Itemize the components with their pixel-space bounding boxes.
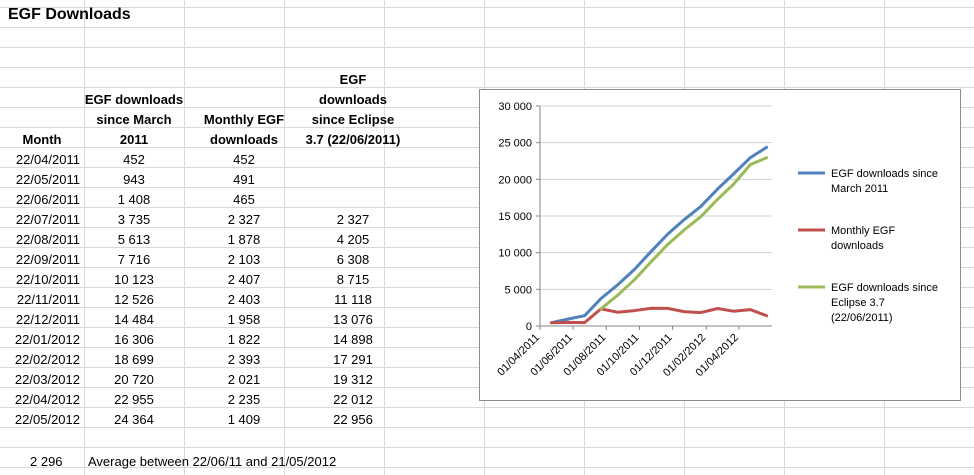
table-row: 22/05/2011 943 491 <box>0 170 402 190</box>
cell-since-eclipse[interactable] <box>304 150 402 170</box>
y-tick-label: 25 000 <box>498 138 532 150</box>
cell-monthly[interactable]: 491 <box>233 172 255 187</box>
cell-month[interactable]: 22/01/2012 <box>14 332 80 347</box>
header-row: Month EGF downloads since March 2011 Mon… <box>0 70 402 150</box>
cell-since-march[interactable]: 5 613 <box>117 232 151 247</box>
table-row: 22/09/2011 7 716 2 103 6 308 <box>0 250 402 270</box>
cell-month[interactable]: 22/10/2011 <box>15 272 80 287</box>
cell-monthly[interactable]: 2 235 <box>227 392 261 407</box>
table-row: 22/01/2012 16 306 1 822 14 898 <box>0 330 402 350</box>
cell-monthly[interactable]: 452 <box>233 152 255 167</box>
cell-since-eclipse[interactable]: 22 956 <box>333 412 373 427</box>
cell-monthly[interactable]: 1 822 <box>227 332 261 347</box>
cell-since-eclipse[interactable] <box>304 190 402 210</box>
y-tick-label: 15 000 <box>498 211 532 223</box>
y-tick-label: 30 000 <box>498 101 532 113</box>
header-since-eclipse[interactable]: EGF downloads since Eclipse 3.7 (22/06/2… <box>305 72 401 147</box>
cell-since-eclipse[interactable]: 14 898 <box>333 332 373 347</box>
cell-monthly[interactable]: 2 103 <box>227 252 261 267</box>
cell-since-eclipse[interactable]: 2 327 <box>336 212 370 227</box>
cell-month[interactable]: 22/02/2012 <box>14 352 80 367</box>
table-row: 22/08/2011 5 613 1 878 4 205 <box>0 230 402 250</box>
cell-since-march[interactable]: 16 306 <box>114 332 154 347</box>
cell-monthly[interactable]: 1 409 <box>227 412 261 427</box>
cell-month[interactable]: 22/11/2011 <box>16 292 80 307</box>
legend-entry: EGF downloads since Eclipse 3.7 (22/06/201… <box>831 282 938 324</box>
cell-monthly[interactable]: 2 393 <box>227 352 261 367</box>
table-row: 22/07/2011 3 735 2 327 2 327 <box>0 210 402 230</box>
cell-since-march[interactable]: 14 484 <box>114 312 154 327</box>
cell-since-eclipse[interactable]: 19 312 <box>333 372 373 387</box>
cell-monthly[interactable]: 2 403 <box>227 292 261 307</box>
table-row: 22/11/2011 12 526 2 403 11 118 <box>0 290 402 310</box>
table-body: 22/04/2011 452 452 22/05/2011 943 491 22/06/20… <box>0 150 402 430</box>
cell-monthly[interactable]: 2 021 <box>227 372 261 387</box>
header-monthly[interactable]: Monthly EGF downloads <box>203 112 285 147</box>
y-tick-label: 5 000 <box>504 284 532 296</box>
cell-since-march[interactable]: 943 <box>123 172 145 187</box>
cell-since-march[interactable]: 24 364 <box>114 412 154 427</box>
cell-since-eclipse[interactable] <box>304 170 402 190</box>
cell-monthly[interactable]: 2 407 <box>227 272 261 287</box>
series-line <box>599 156 769 311</box>
cell-since-march[interactable]: 452 <box>123 152 145 167</box>
average-value[interactable]: 2 296 <box>30 454 63 469</box>
sheet-title: EGF Downloads <box>8 6 131 23</box>
cell-since-march[interactable]: 7 716 <box>117 252 151 267</box>
downloads-table: Month EGF downloads since March 2011 Mon… <box>0 70 402 430</box>
legend-entry: EGF downloads since March 2011 <box>831 168 938 195</box>
cell-month[interactable]: 22/12/2011 <box>15 312 80 327</box>
cell-month[interactable]: 22/06/2011 <box>15 192 80 207</box>
cell-since-march[interactable]: 12 526 <box>114 292 154 307</box>
cell-since-march[interactable]: 18 699 <box>114 352 154 367</box>
cell-since-march[interactable]: 10 123 <box>114 272 154 287</box>
y-tick-label: 0 <box>526 321 532 333</box>
header-since-march[interactable]: EGF downloads since March 2011 <box>84 92 184 147</box>
table-row: 22/04/2012 22 955 2 235 22 012 <box>0 390 402 410</box>
table-row: 22/06/2011 1 408 465 <box>0 190 402 210</box>
cell-since-eclipse[interactable]: 4 205 <box>336 232 370 247</box>
cell-since-march[interactable]: 22 955 <box>114 392 154 407</box>
series-line <box>549 145 769 325</box>
cell-monthly[interactable]: 2 327 <box>227 212 261 227</box>
table-row: 22/12/2011 14 484 1 958 13 076 <box>0 310 402 330</box>
cell-since-eclipse[interactable]: 22 012 <box>333 392 373 407</box>
y-tick-label: 20 000 <box>498 174 532 186</box>
table-row: 22/10/2011 10 123 2 407 8 715 <box>0 270 402 290</box>
cell-since-march[interactable]: 3 735 <box>117 212 151 227</box>
table-row: 22/04/2011 452 452 <box>0 150 402 170</box>
cell-since-eclipse[interactable]: 11 118 <box>334 292 372 307</box>
cell-month[interactable]: 22/05/2012 <box>14 412 80 427</box>
cell-monthly[interactable]: 1 958 <box>227 312 261 327</box>
table-row: 22/05/2012 24 364 1 409 22 956 <box>0 410 402 430</box>
legend-entry: Monthly EGF downloads <box>831 225 895 252</box>
average-label[interactable]: Average between 22/06/11 and 21/05/2012 <box>88 454 337 469</box>
cell-since-eclipse[interactable]: 13 076 <box>333 312 373 327</box>
table-row: 22/03/2012 20 720 2 021 19 312 <box>0 370 402 390</box>
cell-monthly[interactable]: 1 878 <box>227 232 261 247</box>
header-month[interactable]: Month <box>22 132 62 147</box>
cell-since-eclipse[interactable]: 17 291 <box>333 352 373 367</box>
table-row: 22/02/2012 18 699 2 393 17 291 <box>0 350 402 370</box>
series-line <box>549 306 769 325</box>
cell-month[interactable]: 22/08/2011 <box>15 232 80 247</box>
cell-since-eclipse[interactable]: 8 715 <box>336 272 370 287</box>
cell-since-march[interactable]: 20 720 <box>114 372 154 387</box>
cell-month[interactable]: 22/03/2012 <box>14 372 80 387</box>
cell-monthly[interactable]: 465 <box>233 192 255 207</box>
y-tick-label: 10 000 <box>498 248 532 260</box>
cell-month[interactable]: 22/04/2012 <box>14 392 80 407</box>
cell-month[interactable]: 22/07/2011 <box>15 212 80 227</box>
cell-since-eclipse[interactable]: 6 308 <box>336 252 370 267</box>
cell-month[interactable]: 22/09/2011 <box>15 252 80 267</box>
cell-month[interactable]: 22/05/2011 <box>15 172 80 187</box>
cell-since-march[interactable]: 1 408 <box>117 192 151 207</box>
cell-month[interactable]: 22/04/2011 <box>15 152 80 167</box>
